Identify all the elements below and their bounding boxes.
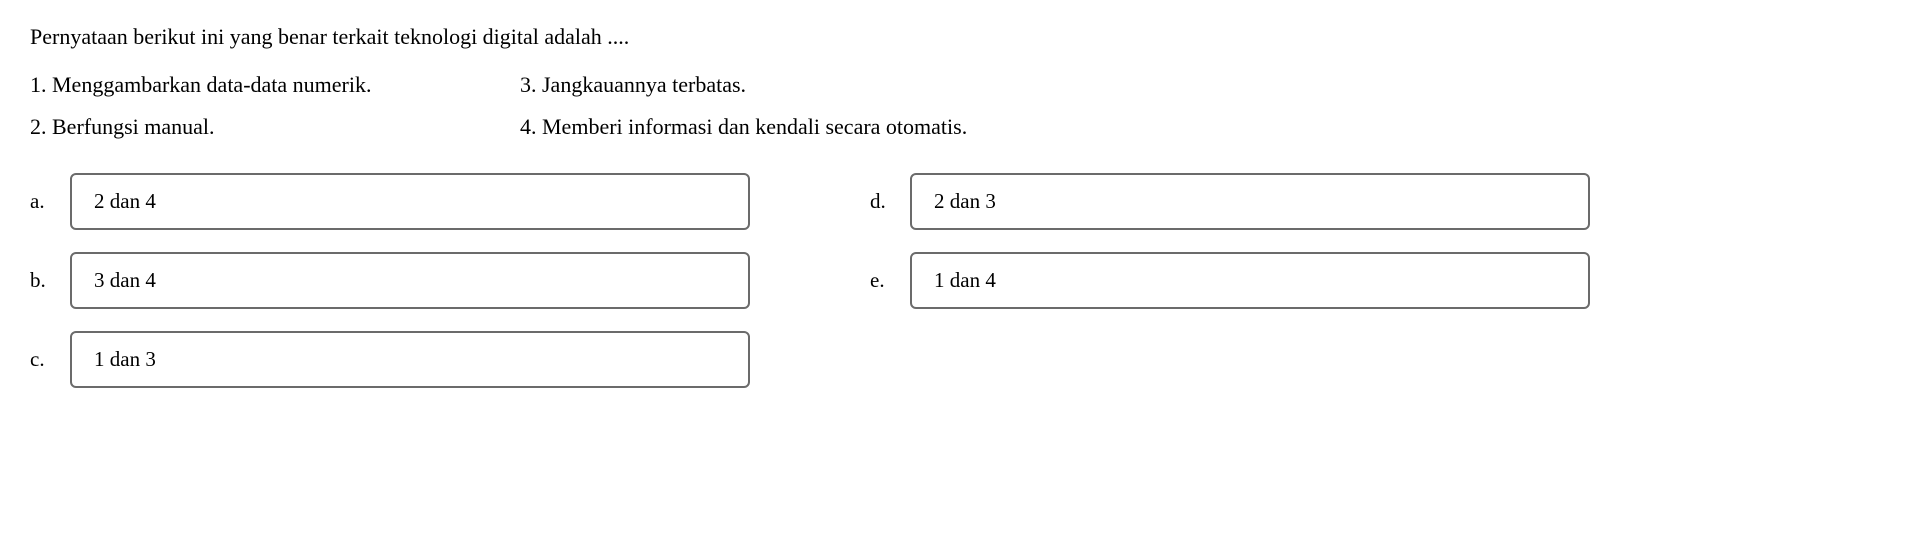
option-b-letter: b. bbox=[30, 268, 52, 293]
options-left-column: a. 2 dan 4 b. 3 dan 4 c. 1 dan 3 bbox=[30, 173, 750, 388]
option-e-letter: e. bbox=[870, 268, 892, 293]
statements-container: 1. Menggambarkan data-data numerik. 2. B… bbox=[30, 65, 1900, 148]
options-container: a. 2 dan 4 b. 3 dan 4 c. 1 dan 3 d. 2 da… bbox=[30, 173, 1900, 388]
option-a-box[interactable]: 2 dan 4 bbox=[70, 173, 750, 230]
option-d-row: d. 2 dan 3 bbox=[870, 173, 1590, 230]
option-b-box[interactable]: 3 dan 4 bbox=[70, 252, 750, 309]
option-d-box[interactable]: 2 dan 3 bbox=[910, 173, 1590, 230]
option-e-row: e. 1 dan 4 bbox=[870, 252, 1590, 309]
option-c-row: c. 1 dan 3 bbox=[30, 331, 750, 388]
option-a-row: a. 2 dan 4 bbox=[30, 173, 750, 230]
statement-3: 3. Jangkauannya terbatas. bbox=[520, 65, 1900, 105]
statement-1: 1. Menggambarkan data-data numerik. bbox=[30, 65, 520, 105]
statement-4: 4. Memberi informasi dan kendali secara … bbox=[520, 107, 1900, 147]
option-d-letter: d. bbox=[870, 189, 892, 214]
option-c-box[interactable]: 1 dan 3 bbox=[70, 331, 750, 388]
option-e-box[interactable]: 1 dan 4 bbox=[910, 252, 1590, 309]
statements-right-column: 3. Jangkauannya terbatas. 4. Memberi inf… bbox=[520, 65, 1900, 148]
option-c-letter: c. bbox=[30, 347, 52, 372]
statement-2: 2. Berfungsi manual. bbox=[30, 107, 520, 147]
statements-left-column: 1. Menggambarkan data-data numerik. 2. B… bbox=[30, 65, 520, 148]
option-b-row: b. 3 dan 4 bbox=[30, 252, 750, 309]
option-a-letter: a. bbox=[30, 189, 52, 214]
question-text: Pernyataan berikut ini yang benar terkai… bbox=[30, 20, 1900, 53]
options-right-column: d. 2 dan 3 e. 1 dan 4 bbox=[870, 173, 1590, 388]
